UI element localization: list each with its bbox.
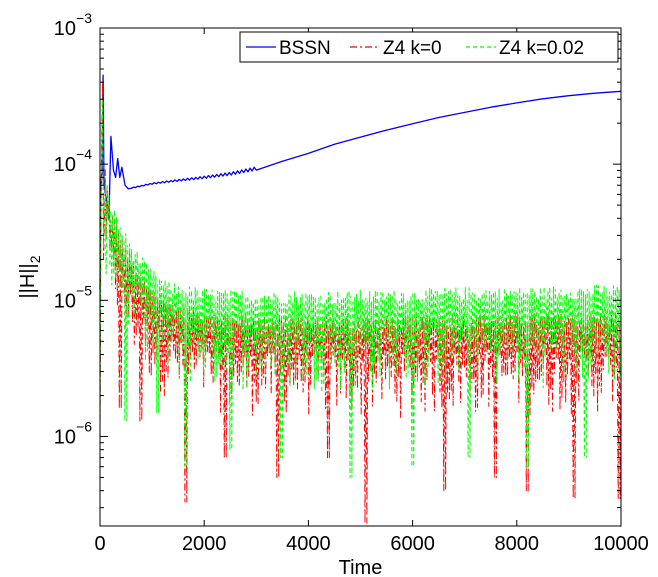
x-tick-label: 4000 — [286, 533, 331, 555]
series-line-bssn — [99, 74, 622, 290]
y-axis-label-subscript: 2 — [27, 255, 43, 263]
y-axis-label-main: ||H|| — [17, 263, 39, 298]
y-axis-label: ||H||2 — [17, 255, 43, 298]
x-axis-label: Time — [339, 557, 383, 577]
y-tick-label: 10−6 — [54, 418, 92, 448]
legend-box — [239, 31, 619, 63]
legend-label: Z4 k=0.02 — [499, 38, 584, 59]
plot-background — [100, 28, 621, 526]
y-tick-label: 10−4 — [54, 146, 92, 176]
series-layer — [99, 74, 622, 524]
y-tick-label: 10−5 — [54, 282, 92, 312]
legend-label: Z4 k=0 — [383, 38, 442, 59]
y-tick-label: 10−3 — [54, 10, 92, 40]
x-tick-label: 0 — [94, 533, 105, 555]
legend: BSSN Z4 k=0 Z4 k=0.02 — [239, 31, 619, 63]
x-tick-label: 2000 — [182, 533, 227, 555]
x-tick-label: 10000 — [593, 533, 649, 555]
series-line-z4-k-0-02 — [99, 98, 622, 478]
series-line-z4-k-0 — [99, 81, 622, 524]
plot-frame — [99, 27, 622, 527]
tick-layer: 0 2000 4000 6000 8000 10000 10−6 10−5 10−4 10−3 — [54, 10, 649, 555]
x-tick-label: 6000 — [390, 533, 435, 555]
legend-label: BSSN — [279, 38, 331, 59]
x-tick-label: 8000 — [495, 533, 540, 555]
